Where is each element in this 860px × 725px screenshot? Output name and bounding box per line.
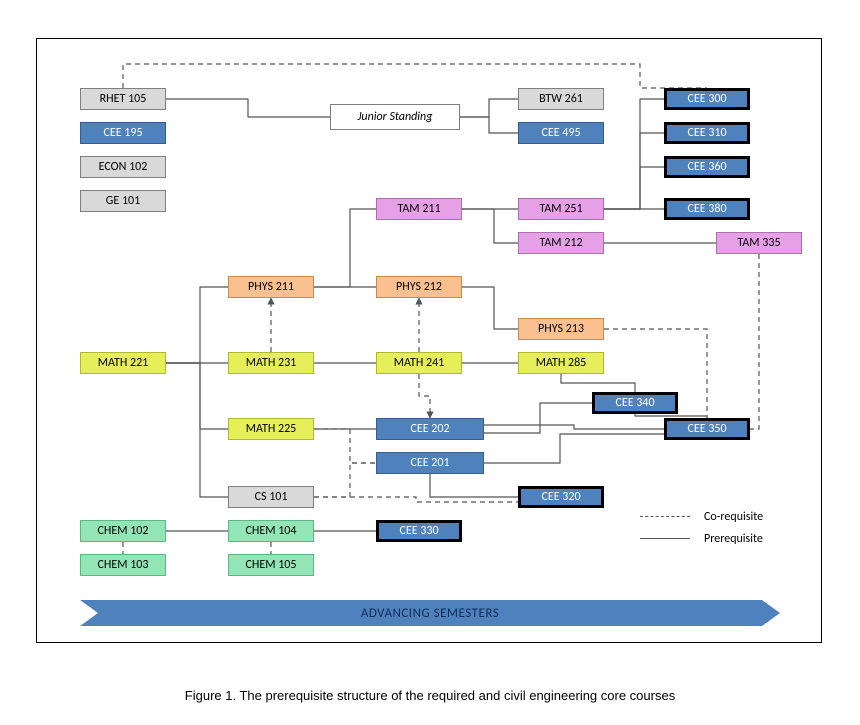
course-node-cs101: CS 101 <box>228 486 314 508</box>
course-node-cee340: CEE 340 <box>592 392 678 414</box>
course-node-cee300: CEE 300 <box>664 88 750 110</box>
course-node-rhet105: RHET 105 <box>80 88 166 110</box>
course-node-cee330: CEE 330 <box>376 520 462 542</box>
course-node-chem102: CHEM 102 <box>80 520 166 542</box>
course-node-tam251: TAM 251 <box>518 198 604 220</box>
course-node-chem105: CHEM 105 <box>228 554 314 576</box>
figure-caption: Figure 1. The prerequisite structure of … <box>0 688 860 703</box>
course-node-phys213: PHYS 213 <box>518 318 604 340</box>
course-node-btw261: BTW 261 <box>518 88 604 110</box>
course-node-cee202: CEE 202 <box>376 418 484 440</box>
legend-line-dashed <box>640 516 690 517</box>
course-node-ge101: GE 101 <box>80 190 166 212</box>
course-node-cee320: CEE 320 <box>518 486 604 508</box>
course-node-econ102: ECON 102 <box>80 156 166 178</box>
course-node-phys211: PHYS 211 <box>228 276 314 298</box>
course-node-cee310: CEE 310 <box>664 122 750 144</box>
course-node-cee495: CEE 495 <box>518 122 604 144</box>
course-node-tam211: TAM 211 <box>376 198 462 220</box>
course-node-chem104: CHEM 104 <box>228 520 314 542</box>
course-node-math285: MATH 285 <box>518 352 604 374</box>
course-node-chem103: CHEM 103 <box>80 554 166 576</box>
banner-label: ADVANCING SEMESTERS <box>80 600 780 626</box>
legend-label-solid: Prerequisite <box>704 532 763 546</box>
course-node-tam335: TAM 335 <box>716 232 802 254</box>
course-node-cee360: CEE 360 <box>664 156 750 178</box>
course-node-math221: MATH 221 <box>80 352 166 374</box>
course-node-math225: MATH 225 <box>228 418 314 440</box>
course-node-math231: MATH 231 <box>228 352 314 374</box>
course-node-cee195: CEE 195 <box>80 122 166 144</box>
course-node-junior: Junior Standing <box>330 104 460 130</box>
course-node-cee350: CEE 350 <box>664 418 750 440</box>
legend-line-solid <box>640 538 690 539</box>
course-node-phys212: PHYS 212 <box>376 276 462 298</box>
course-node-tam212: TAM 212 <box>518 232 604 254</box>
figure-stage: RHET 105 CEE 195 ECON 102 GE 101 Junior Stan… <box>0 0 860 725</box>
legend-label-dashed: Co-requisite <box>704 510 763 524</box>
course-node-math241: MATH 241 <box>376 352 462 374</box>
advancing-semesters-banner: ADVANCING SEMESTERS <box>80 600 780 626</box>
course-node-cee380: CEE 380 <box>664 198 750 220</box>
course-node-cee201: CEE 201 <box>376 452 484 474</box>
